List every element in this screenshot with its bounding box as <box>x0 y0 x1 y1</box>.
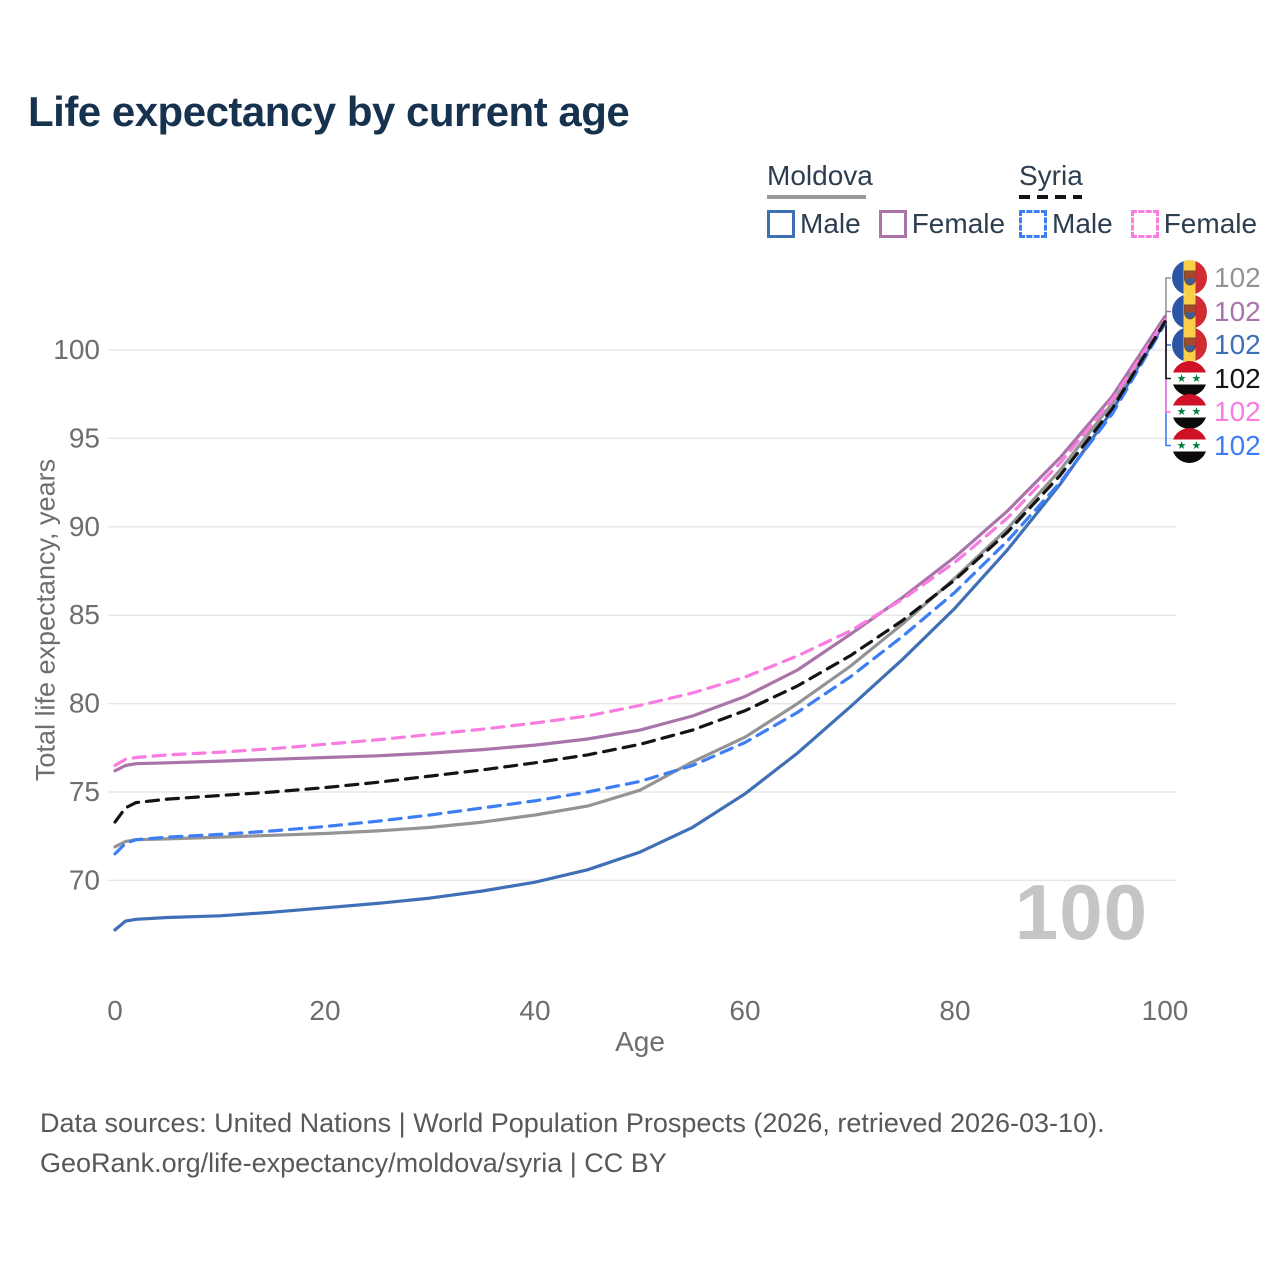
moldova-solid-line-key <box>767 195 866 199</box>
legend-country-moldova: Moldova <box>767 160 873 191</box>
svg-text:90: 90 <box>69 511 100 542</box>
end-value: 102 <box>1214 362 1261 394</box>
moldova-emblem-icon <box>1183 304 1196 319</box>
svg-text:85: 85 <box>69 599 100 630</box>
svg-text:95: 95 <box>69 422 100 453</box>
svg-text:0: 0 <box>107 995 123 1026</box>
legend-label: Female <box>1163 208 1258 239</box>
end-label-syria-male: ★ ★ 102 <box>1172 428 1261 463</box>
syria-male-swatch-icon <box>1019 210 1047 238</box>
moldova-flag-icon <box>1172 260 1207 295</box>
svg-text:100: 100 <box>53 334 100 365</box>
legend-item-syria-male[interactable]: Male <box>1019 208 1113 240</box>
svg-text:20: 20 <box>309 995 340 1026</box>
end-label-moldova-female: 102 <box>1172 294 1261 329</box>
end-label-moldova-total: 102 <box>1172 260 1261 295</box>
syria-stars-icon: ★ ★ <box>1176 405 1203 418</box>
svg-text:75: 75 <box>69 776 100 807</box>
syria-stars-icon: ★ ★ <box>1176 439 1203 452</box>
end-value: 102 <box>1214 328 1261 360</box>
legend-label: Male <box>800 208 861 239</box>
syria-flag-icon: ★ ★ <box>1172 428 1207 463</box>
svg-text:70: 70 <box>69 864 100 895</box>
legend-group-syria: Syria Male Female <box>1019 160 1257 240</box>
legend-group-moldova: Moldova Male Female <box>767 160 1005 240</box>
moldova-emblem-icon <box>1183 270 1196 285</box>
end-label-moldova-male: 102 <box>1172 327 1261 362</box>
syria-flag-icon: ★ ★ <box>1172 361 1207 396</box>
moldova-flag-icon <box>1172 294 1207 329</box>
syria-dashed-line-key <box>1019 195 1082 199</box>
end-label-syria-total: ★ ★ 102 <box>1172 361 1261 396</box>
svg-text:80: 80 <box>69 688 100 719</box>
legend-label: Male <box>1052 208 1113 239</box>
moldova-emblem-icon <box>1183 337 1196 352</box>
svg-text:40: 40 <box>519 995 550 1026</box>
syria-female-swatch-icon <box>1130 210 1159 238</box>
page-title: Life expectancy by current age <box>28 88 630 135</box>
end-value: 102 <box>1214 295 1261 327</box>
moldova-female-swatch-icon <box>878 210 907 238</box>
end-value: 102 <box>1214 261 1261 293</box>
svg-text:60: 60 <box>729 995 760 1026</box>
legend-label: Female <box>911 208 1006 239</box>
svg-text:100: 100 <box>1142 995 1189 1026</box>
legend-item-moldova-male[interactable]: Male <box>767 208 861 240</box>
end-value: 102 <box>1214 395 1261 427</box>
end-value: 102 <box>1214 429 1261 461</box>
legend-item-syria-female[interactable]: Female <box>1130 208 1258 240</box>
syria-stars-icon: ★ ★ <box>1176 372 1203 385</box>
age-counter-watermark: 100 <box>1014 868 1148 956</box>
end-label-syria-female: ★ ★ 102 <box>1172 394 1261 429</box>
moldova-male-swatch-icon <box>767 210 795 238</box>
attribution-line: GeoRank.org/life-expectancy/moldova/syri… <box>40 1148 667 1178</box>
legend-country-syria: Syria <box>1019 160 1083 191</box>
moldova-flag-icon <box>1172 327 1207 362</box>
legend-item-moldova-female[interactable]: Female <box>878 208 1006 240</box>
syria-flag-icon: ★ ★ <box>1172 394 1207 429</box>
svg-text:80: 80 <box>939 995 970 1026</box>
data-sources-line: Data sources: United Nations | World Pop… <box>40 1108 1105 1138</box>
x-axis-title: Age <box>615 1026 665 1057</box>
